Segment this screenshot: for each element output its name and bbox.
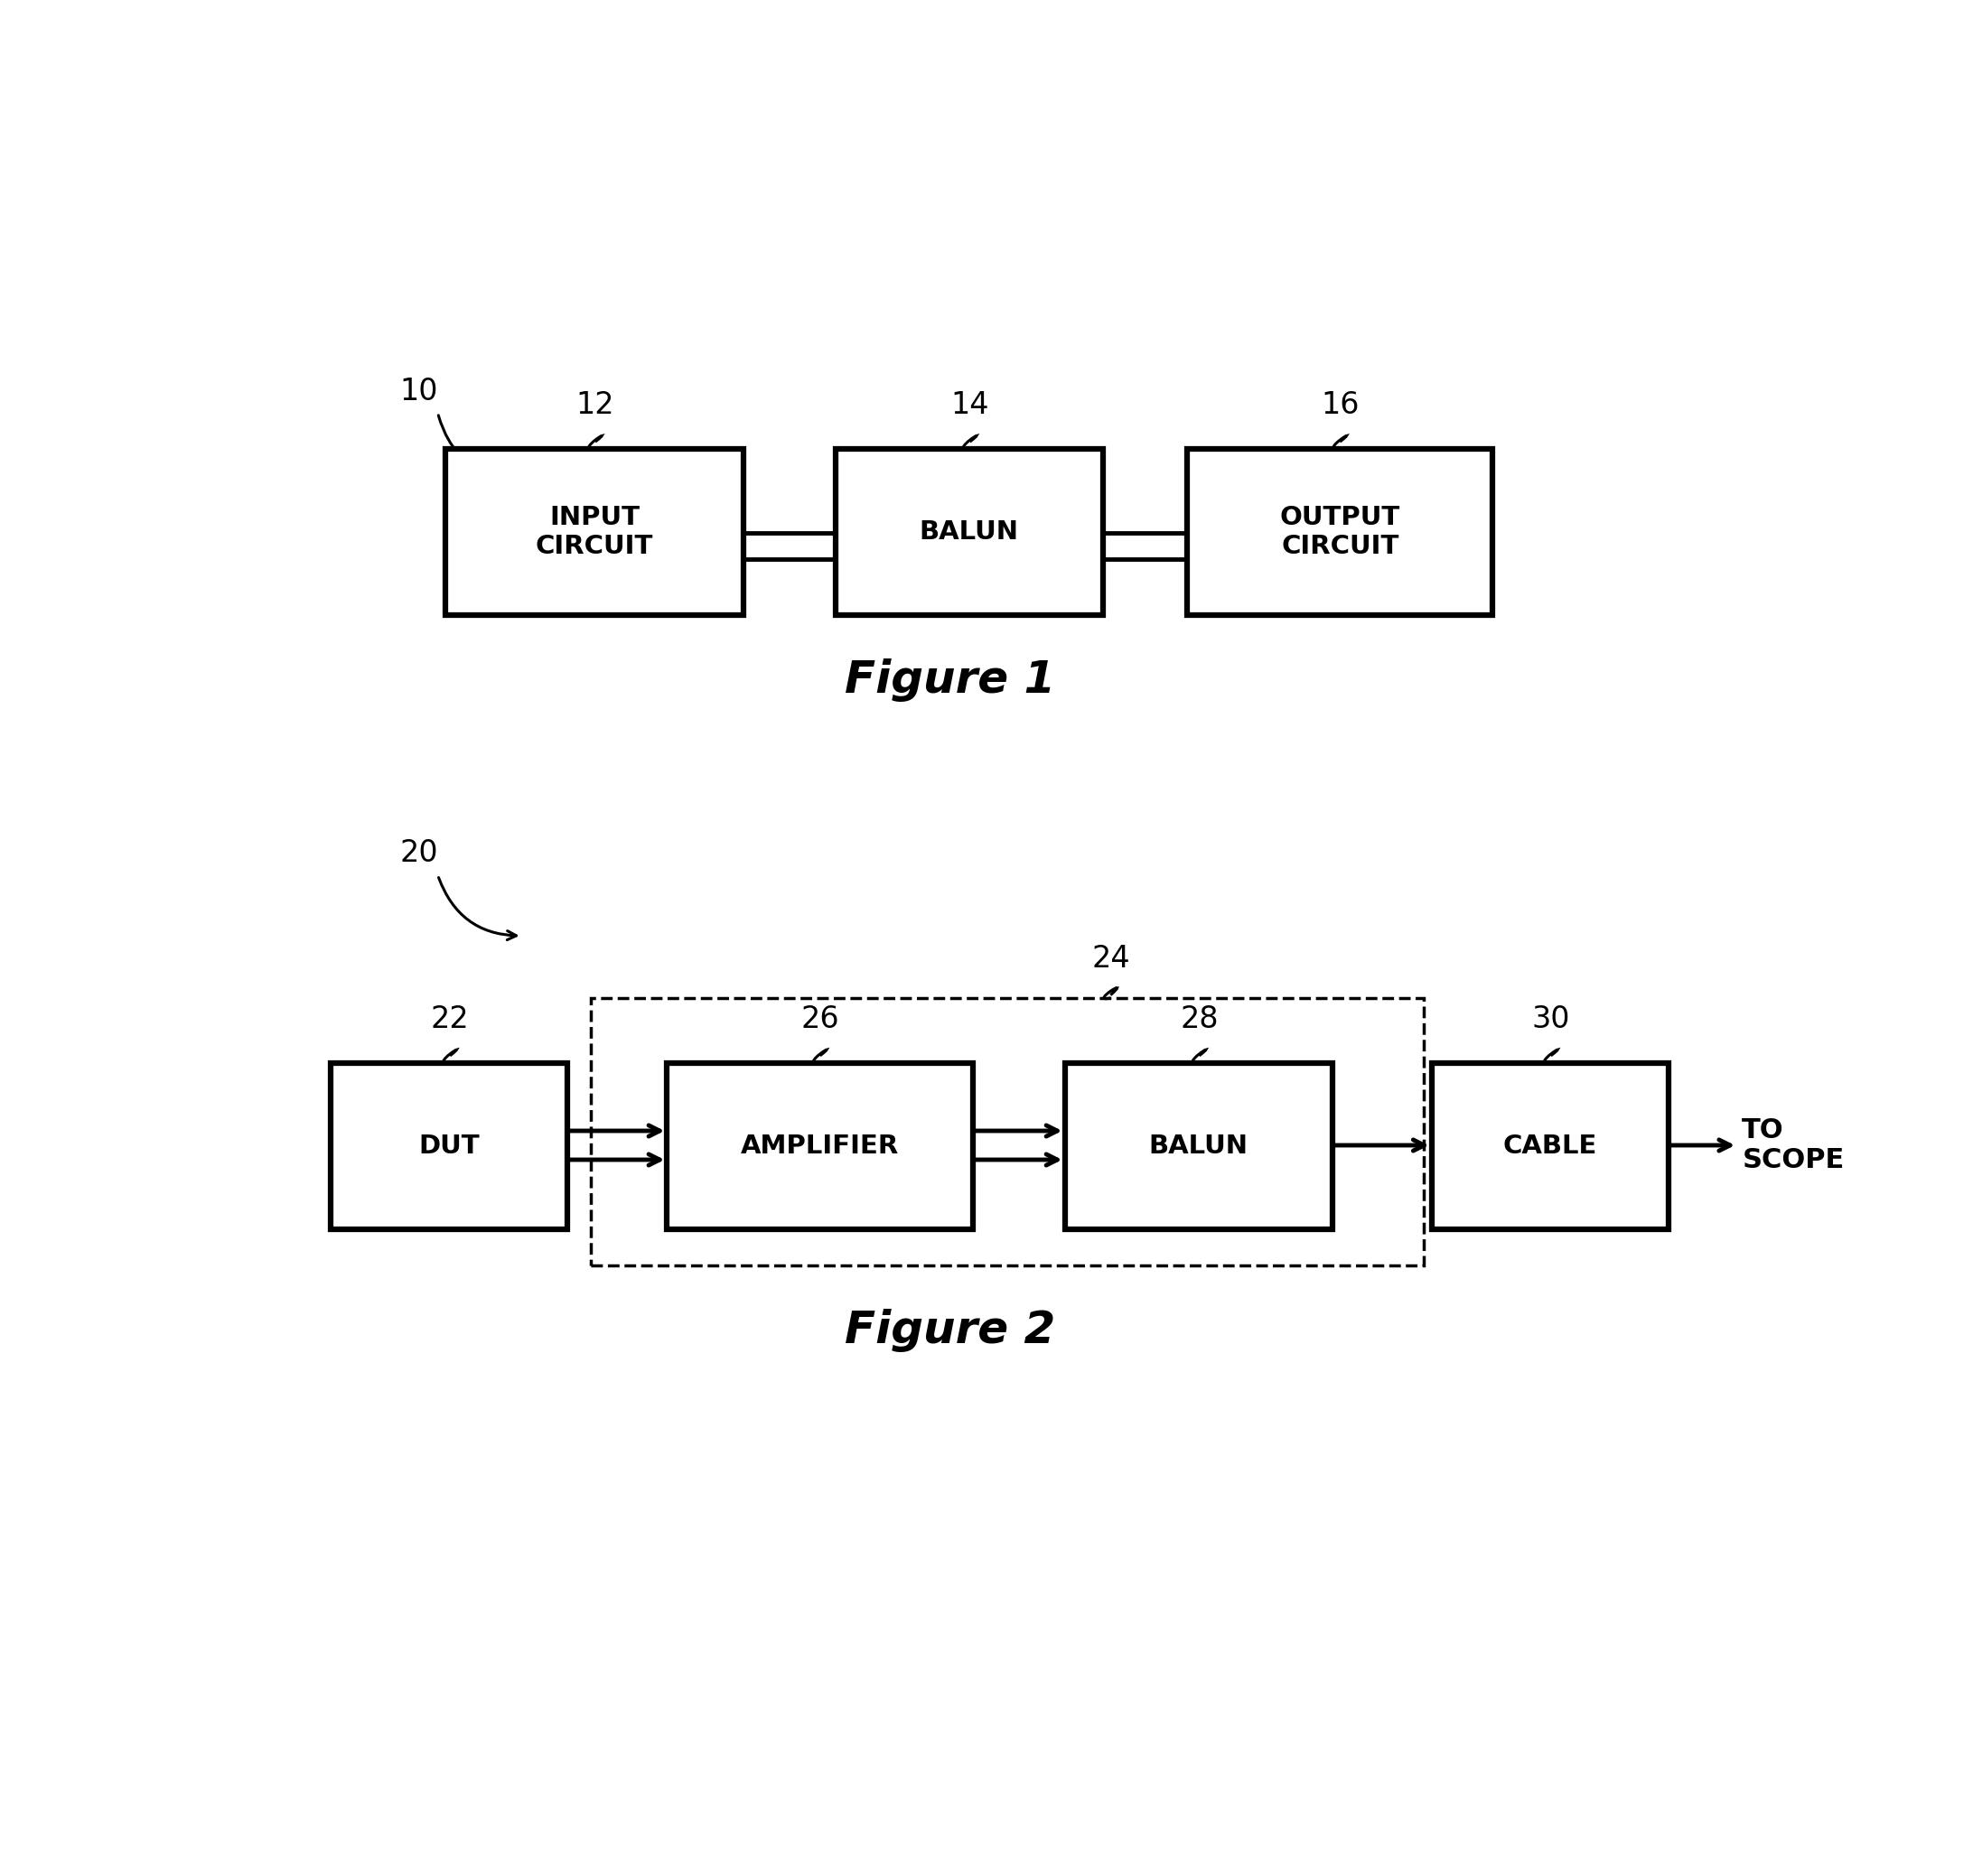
Text: 14: 14 — [951, 390, 988, 420]
Text: Figure 2: Figure 2 — [844, 1308, 1056, 1353]
Text: AMPLIFIER: AMPLIFIER — [742, 1133, 900, 1159]
Text: BALUN: BALUN — [1148, 1133, 1249, 1159]
Text: 28: 28 — [1180, 1004, 1219, 1034]
Bar — [590, 998, 1425, 1264]
Text: OUTPUT
CIRCUIT: OUTPUT CIRCUIT — [1280, 505, 1401, 559]
Text: 12: 12 — [576, 390, 614, 420]
Bar — [1432, 1064, 1669, 1229]
Bar — [446, 448, 744, 615]
Bar — [667, 1064, 973, 1229]
Text: Figure 1: Figure 1 — [844, 658, 1056, 702]
Bar — [1065, 1064, 1332, 1229]
Text: 16: 16 — [1320, 390, 1359, 420]
Text: DUT: DUT — [418, 1133, 479, 1159]
Text: 24: 24 — [1091, 944, 1131, 974]
Text: TO
SCOPE: TO SCOPE — [1742, 1116, 1845, 1174]
Text: CABLE: CABLE — [1503, 1133, 1598, 1159]
Text: 26: 26 — [801, 1004, 839, 1034]
Text: 10: 10 — [399, 377, 438, 405]
Text: BALUN: BALUN — [919, 520, 1018, 544]
Text: 20: 20 — [399, 839, 438, 869]
Bar — [835, 448, 1103, 615]
Bar — [1188, 448, 1494, 615]
Bar — [331, 1064, 568, 1229]
Text: INPUT
CIRCUIT: INPUT CIRCUIT — [535, 505, 653, 559]
Text: 22: 22 — [430, 1004, 470, 1034]
Text: 30: 30 — [1531, 1004, 1571, 1034]
